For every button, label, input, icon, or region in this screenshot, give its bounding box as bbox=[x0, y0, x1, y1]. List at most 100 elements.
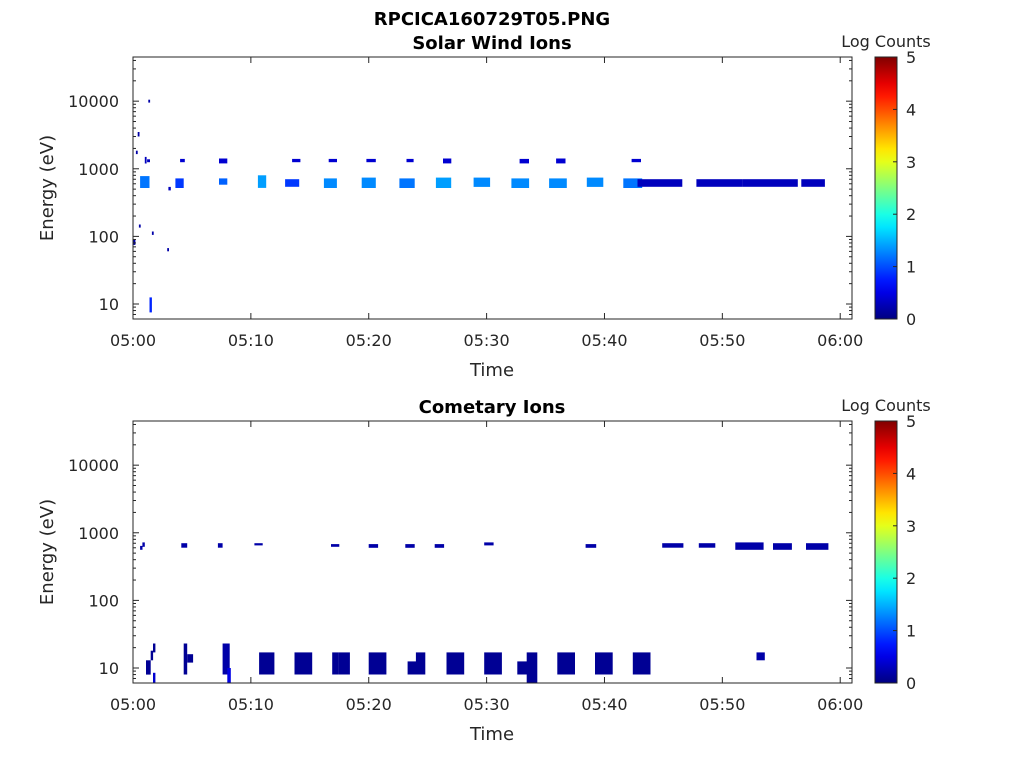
heatmap-cell bbox=[149, 297, 152, 313]
cometary-heatmap bbox=[140, 542, 829, 683]
heatmap-cell bbox=[140, 545, 143, 550]
heatmap-cell bbox=[443, 158, 452, 164]
heatmap-cell bbox=[140, 176, 150, 188]
colorbar-tick-label: 2 bbox=[906, 205, 916, 224]
cometary-title: Cometary Ions bbox=[419, 397, 566, 418]
heatmap-cell bbox=[227, 668, 231, 683]
solar-wind-xlabel: Time bbox=[469, 360, 514, 381]
heatmap-cell bbox=[511, 178, 530, 188]
heatmap-cell bbox=[526, 652, 538, 683]
heatmap-cell bbox=[254, 543, 263, 546]
heatmap-cell bbox=[662, 543, 684, 548]
cometary-colorbar-label: Log Counts bbox=[841, 396, 931, 415]
heatmap-cell bbox=[366, 158, 376, 163]
heatmap-cell bbox=[153, 643, 156, 653]
heatmap-cell bbox=[219, 158, 228, 164]
colorbar-frame bbox=[874, 420, 898, 684]
colorbar-tick-label: 3 bbox=[906, 517, 916, 536]
heatmap-cell bbox=[446, 652, 465, 675]
heatmap-cell bbox=[549, 178, 567, 188]
heatmap-cell bbox=[147, 159, 150, 163]
heatmap-cell bbox=[435, 177, 452, 188]
heatmap-cell bbox=[148, 99, 151, 103]
solar-wind-panel: Solar Wind Ions 05:00 05:10 05:20 05:30 05:4… bbox=[37, 32, 931, 381]
x-tick-label: 05:10 bbox=[228, 331, 274, 350]
solar-wind-colorbar: Log Counts 0 1 2 3 4 5 bbox=[841, 32, 931, 329]
heatmap-cell bbox=[773, 543, 792, 550]
heatmap-cell bbox=[137, 132, 140, 137]
heatmap-cell bbox=[144, 156, 147, 164]
heatmap-cell bbox=[484, 542, 494, 546]
cometary-colorbar: Log Counts 0 1 2 3 4 5 bbox=[841, 396, 931, 693]
solar-wind-title: Solar Wind Ions bbox=[412, 33, 571, 54]
heatmap-cell bbox=[801, 179, 825, 187]
heatmap-cell bbox=[406, 158, 414, 163]
y-tick-label: 10000 bbox=[68, 456, 119, 475]
x-tick-label: 05:20 bbox=[346, 331, 392, 350]
x-tick-label: 05:10 bbox=[228, 695, 274, 714]
heatmap-cell bbox=[415, 652, 426, 675]
heatmap-cell bbox=[175, 178, 184, 188]
heatmap-cell bbox=[698, 543, 716, 548]
y-tick-label: 10 bbox=[99, 295, 119, 314]
x-tick-label: 05:50 bbox=[699, 695, 745, 714]
heatmap-cell bbox=[151, 231, 154, 235]
x-tick-label: 05:40 bbox=[581, 695, 627, 714]
y-tick-label: 100 bbox=[88, 227, 119, 246]
heatmap-cell bbox=[180, 158, 185, 163]
heatmap-cell bbox=[368, 544, 379, 548]
heatmap-cell bbox=[332, 652, 339, 675]
cometary-axes-box bbox=[132, 420, 853, 684]
heatmap-cell bbox=[219, 178, 228, 185]
heatmap-cell bbox=[361, 177, 376, 188]
solar-wind-ticks: 05:00 05:10 05:20 05:30 05:40 05:50 06:00 10 100… bbox=[68, 57, 863, 350]
colorbar-frame bbox=[874, 56, 898, 320]
heatmap-cell bbox=[586, 177, 604, 187]
heatmap-cell bbox=[742, 179, 798, 187]
heatmap-cell bbox=[434, 544, 445, 548]
heatmap-cell bbox=[338, 652, 350, 675]
colorbar-tick-label: 5 bbox=[906, 412, 916, 431]
x-tick-label: 05:00 bbox=[110, 695, 156, 714]
cometary-panel: Cometary Ions 05:00 05:10 05:20 05:30 05:40 0… bbox=[37, 396, 931, 745]
solar-wind-axes-box bbox=[132, 56, 853, 320]
heatmap-cell bbox=[399, 178, 415, 188]
heatmap-cell bbox=[557, 652, 575, 675]
heatmap-cell bbox=[585, 544, 597, 548]
heatmap-cell bbox=[368, 652, 387, 675]
heatmap-cell bbox=[146, 660, 151, 675]
heatmap-cell bbox=[133, 239, 136, 245]
y-tick-label: 1000 bbox=[78, 524, 119, 543]
heatmap-cell bbox=[257, 175, 267, 188]
heatmap-cell bbox=[217, 543, 223, 548]
heatmap-cell bbox=[294, 652, 313, 675]
colorbar-tick-label: 5 bbox=[906, 48, 916, 67]
heatmap-cell bbox=[473, 177, 491, 187]
heatmap-cell bbox=[181, 543, 188, 548]
colorbar-tick-label: 4 bbox=[906, 100, 916, 119]
heatmap-cell bbox=[631, 158, 641, 163]
x-tick-label: 05:40 bbox=[581, 331, 627, 350]
heatmap-cell bbox=[168, 186, 171, 191]
heatmap-cell bbox=[167, 248, 169, 252]
heatmap-cell bbox=[331, 544, 340, 547]
heatmap-cell bbox=[517, 661, 530, 675]
heatmap-cell bbox=[623, 178, 643, 188]
cometary-xlabel: Time bbox=[469, 724, 514, 745]
heatmap-cell bbox=[138, 224, 141, 228]
heatmap-cell bbox=[285, 179, 300, 187]
colorbar-tick-label: 0 bbox=[906, 310, 916, 329]
colorbar-tick-label: 2 bbox=[906, 569, 916, 588]
colorbar-tick-label: 0 bbox=[906, 674, 916, 693]
heatmap-cell bbox=[637, 179, 683, 187]
heatmap-cell bbox=[595, 652, 613, 675]
cometary-ticks: 05:00 05:10 05:20 05:30 05:40 05:50 06:00 10 100… bbox=[68, 421, 863, 714]
x-tick-label: 05:50 bbox=[699, 331, 745, 350]
colorbar-gradient bbox=[875, 421, 897, 683]
heatmap-cell bbox=[292, 158, 301, 163]
x-tick-label: 06:00 bbox=[817, 695, 863, 714]
x-tick-label: 05:20 bbox=[346, 695, 392, 714]
heatmap-cell bbox=[484, 652, 502, 675]
figure-title: RPCICA160729T05.PNG bbox=[374, 9, 610, 30]
